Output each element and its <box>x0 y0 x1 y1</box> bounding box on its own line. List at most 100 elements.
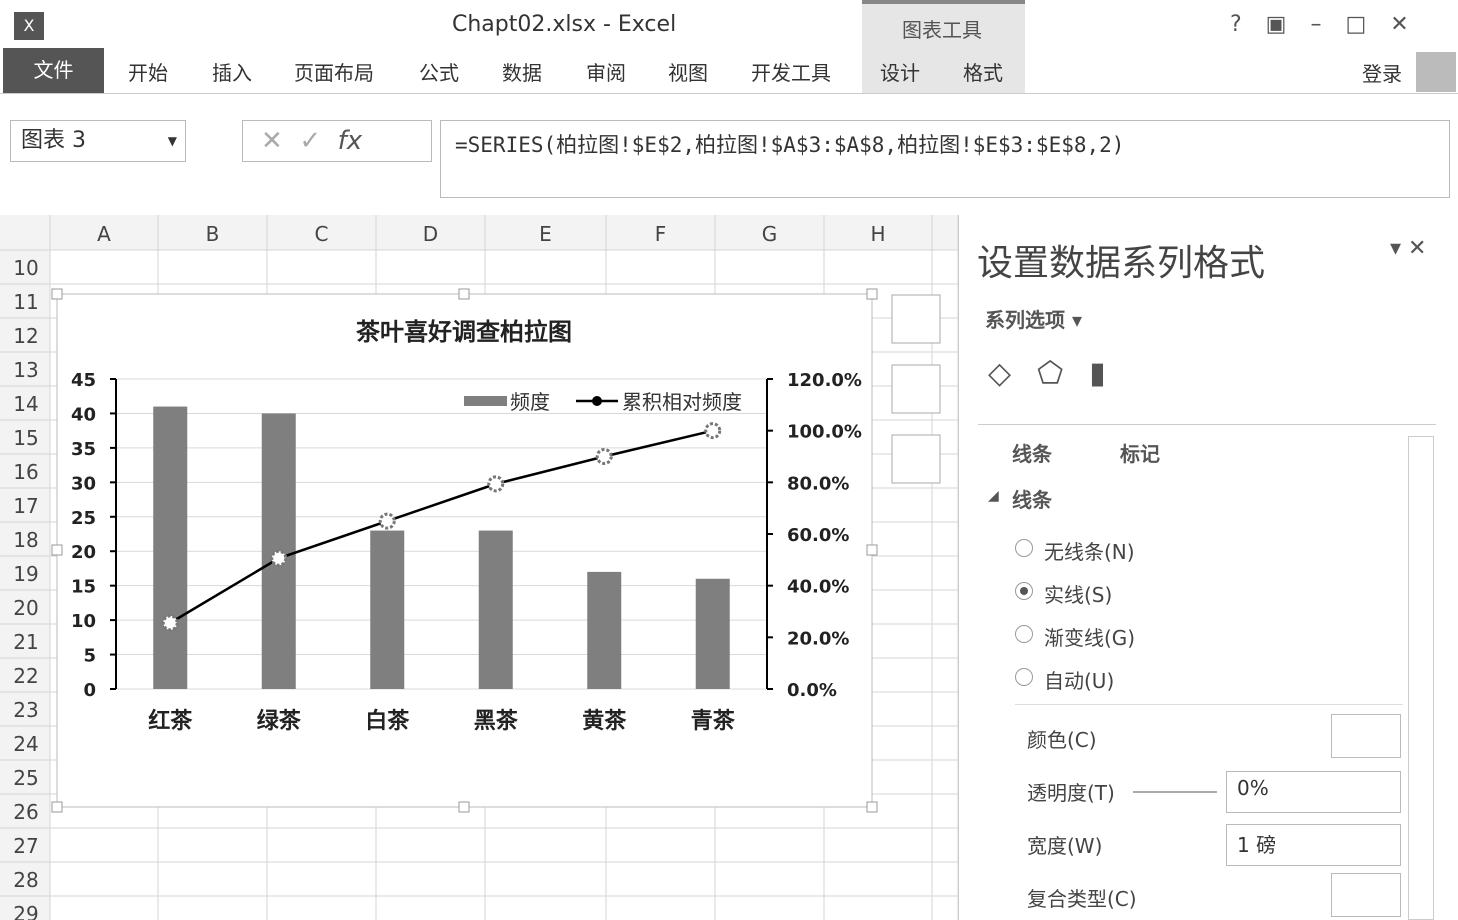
title-bar <box>0 0 1458 93</box>
row-header: 17 <box>13 494 38 518</box>
row-header: 19 <box>13 562 38 586</box>
avatar[interactable] <box>1416 52 1456 92</box>
section-arrow[interactable]: ◢ <box>988 488 999 504</box>
chart-button[interactable] <box>891 434 941 484</box>
y2-tick-label: 40.0% <box>787 577 849 598</box>
dropdown-text: 系列选项 <box>985 308 1065 332</box>
field-label: 透明度(T) <box>1027 781 1115 805</box>
pane-category-icons[interactable]: ◇⬠▮ <box>988 356 1132 391</box>
pane-close[interactable]: ▾ ✕ <box>1390 236 1427 261</box>
ribbon-tab[interactable]: 页面布局 <box>294 61 374 85</box>
column-header: G <box>762 222 778 246</box>
context-tab-group: 图表工具 <box>902 18 982 42</box>
ribbon-tab[interactable]: 公式 <box>419 61 459 85</box>
ribbon-tab[interactable]: 视图 <box>668 61 708 85</box>
chart-button[interactable] <box>891 364 941 414</box>
subtab[interactable]: 标记 <box>1120 442 1160 466</box>
divider <box>978 424 1436 425</box>
name-box[interactable]: 图表 3 ▼ <box>10 120 186 162</box>
row-header: 29 <box>13 902 38 920</box>
excel-icon[interactable]: X <box>14 12 44 40</box>
ribbon-tab[interactable]: 开发工具 <box>751 61 831 85</box>
y-tick-label: 45 <box>71 370 96 391</box>
radio[interactable] <box>1015 582 1033 600</box>
column-header: H <box>870 222 885 246</box>
x-tick-label: 黄茶 <box>582 709 627 734</box>
bar <box>587 571 622 689</box>
ribbon-tab[interactable]: 插入 <box>212 61 252 85</box>
y2-tick-label: 0.0% <box>787 680 837 701</box>
radio-label[interactable]: 无线条(N) <box>1044 540 1135 564</box>
ribbon-tab[interactable]: 格式 <box>963 61 1003 85</box>
pane-dropdown[interactable]: 系列选项 ▾ <box>985 308 1083 332</box>
row-header: 23 <box>13 698 38 722</box>
column-header: B <box>206 222 220 246</box>
radio-label[interactable]: 渐变线(G) <box>1044 626 1136 650</box>
radio-dot <box>1020 587 1028 595</box>
row-header: 22 <box>13 664 38 688</box>
y-tick-label: 10 <box>71 611 96 632</box>
selection-handle <box>866 288 878 300</box>
formula-buttons[interactable]: ✕ ✓ fx <box>242 120 432 162</box>
selection-handle <box>458 288 470 300</box>
field-button[interactable] <box>1331 714 1401 758</box>
window-title: Chapt02.xlsx - Excel <box>452 12 677 37</box>
y2-tick-label: 100.0% <box>787 422 862 443</box>
chart-tools-group <box>862 0 1025 93</box>
section-header[interactable]: 线条 <box>1012 488 1052 512</box>
window-controls[interactable]: ?▣–□✕ <box>1230 12 1433 37</box>
name-box-text: 图表 3 <box>21 128 86 153</box>
field-input[interactable]: 0% <box>1226 771 1401 813</box>
ribbon-tab[interactable]: 开始 <box>128 61 168 85</box>
selection-handle <box>51 544 63 556</box>
x-tick-label: 白茶 <box>365 708 410 734</box>
series-line <box>169 429 714 624</box>
column-header: A <box>97 222 111 246</box>
y2-tick-label: 120.0% <box>787 370 862 391</box>
subtab[interactable]: 线条 <box>1012 442 1052 466</box>
sign-in[interactable]: 登录 <box>1362 62 1402 86</box>
column-header: D <box>423 222 438 246</box>
bar <box>370 530 405 689</box>
radio[interactable] <box>1015 625 1033 643</box>
field-label: 宽度(W) <box>1027 834 1103 858</box>
selection-handle <box>866 544 878 556</box>
row-header: 21 <box>13 630 38 654</box>
row-header: 13 <box>13 358 38 382</box>
line-marker <box>161 614 179 632</box>
chart-title: 茶叶喜好调查柏拉图 <box>356 318 572 346</box>
y-tick-label: 40 <box>71 404 96 425</box>
row-header-bar <box>0 215 50 920</box>
ribbon-tab[interactable]: 文件 <box>3 48 104 93</box>
legend-marker <box>592 396 602 406</box>
radio-label[interactable]: 实线(S) <box>1044 583 1113 607</box>
radio[interactable] <box>1015 539 1033 557</box>
row-header: 26 <box>13 800 38 824</box>
ribbon-tab[interactable]: 设计 <box>880 61 920 85</box>
chart-button[interactable] <box>891 294 941 344</box>
row-header: 16 <box>13 460 38 484</box>
ribbon-tab[interactable]: 数据 <box>502 61 542 85</box>
field-button[interactable] <box>1331 873 1401 917</box>
column-header: C <box>315 222 329 246</box>
ribbon-tab[interactable]: 审阅 <box>586 61 626 85</box>
bar <box>153 406 188 689</box>
column-header: F <box>655 222 667 246</box>
y-tick-label: 30 <box>71 473 96 494</box>
y-tick-label: 35 <box>71 439 96 460</box>
formula-input[interactable]: =SERIES(柏拉图!$E$2,柏拉图!$A$3:$A$8,柏拉图!$E$3:… <box>440 120 1450 198</box>
selection-handle <box>458 801 470 813</box>
field-label: 颜色(C) <box>1027 728 1097 752</box>
radio-label[interactable]: 自动(U) <box>1044 669 1115 693</box>
divider <box>1015 704 1403 705</box>
bar <box>478 530 513 689</box>
y-tick-label: 0 <box>83 680 96 701</box>
radio[interactable] <box>1015 668 1033 686</box>
slider[interactable] <box>1133 791 1217 793</box>
pane-scrollbar[interactable] <box>1408 436 1434 920</box>
row-header: 25 <box>13 766 38 790</box>
selection-handle <box>51 801 63 813</box>
row-header: 18 <box>13 528 38 552</box>
field-input[interactable]: 1 磅 <box>1226 824 1401 866</box>
